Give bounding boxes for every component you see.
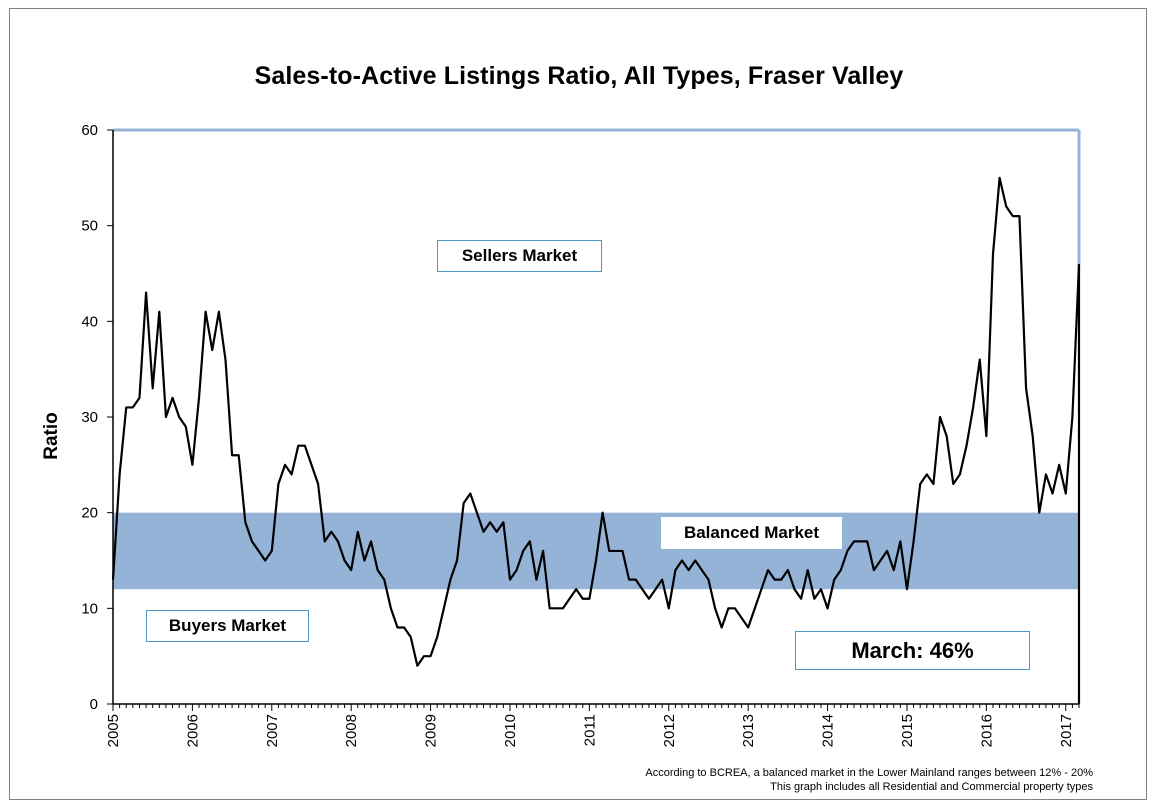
axes <box>112 128 1081 705</box>
footnote-balanced-range: According to BCREA, a balanced market in… <box>645 767 1093 779</box>
y-tick-label: 50 <box>81 218 98 235</box>
x-tick-label: 2007 <box>264 714 281 747</box>
x-tick-label: 2005 <box>105 714 122 747</box>
x-tick-label: 2013 <box>740 714 757 747</box>
y-tick-label: 30 <box>81 409 98 426</box>
x-tick-label: 2010 <box>502 714 519 747</box>
x-tick-label: 2011 <box>581 714 598 746</box>
balanced-market-label: Balanced Market <box>661 517 842 549</box>
x-tick-label: 2012 <box>661 714 678 747</box>
x-tick-label: 2016 <box>978 714 995 747</box>
x-tick-label: 2008 <box>343 714 360 747</box>
y-tick-label: 20 <box>81 505 98 522</box>
chart-title: Sales-to-Active Listings Ratio, All Type… <box>254 62 904 90</box>
y-tick-label: 40 <box>81 313 98 330</box>
y-tick-label: 60 <box>81 122 98 139</box>
x-tick-label: 2014 <box>820 714 837 747</box>
x-tick-label: 2006 <box>184 714 201 747</box>
latest-value-label: March: 46% <box>795 631 1030 670</box>
sellers-market-label: Sellers Market <box>437 240 602 272</box>
plot-area <box>113 130 1079 704</box>
y-tick-label: 0 <box>90 696 98 713</box>
chart-frame <box>9 8 1147 800</box>
buyers-market-label: Buyers Market <box>146 610 309 642</box>
y-tick-label: 10 <box>81 600 98 617</box>
x-tick-label: 2015 <box>899 714 916 747</box>
x-tick-label: 2009 <box>423 714 440 747</box>
ratio-series-line <box>111 176 1081 667</box>
x-tick-label: 2017 <box>1058 714 1075 747</box>
footnote-property-types: This graph includes all Residential and … <box>770 781 1093 793</box>
